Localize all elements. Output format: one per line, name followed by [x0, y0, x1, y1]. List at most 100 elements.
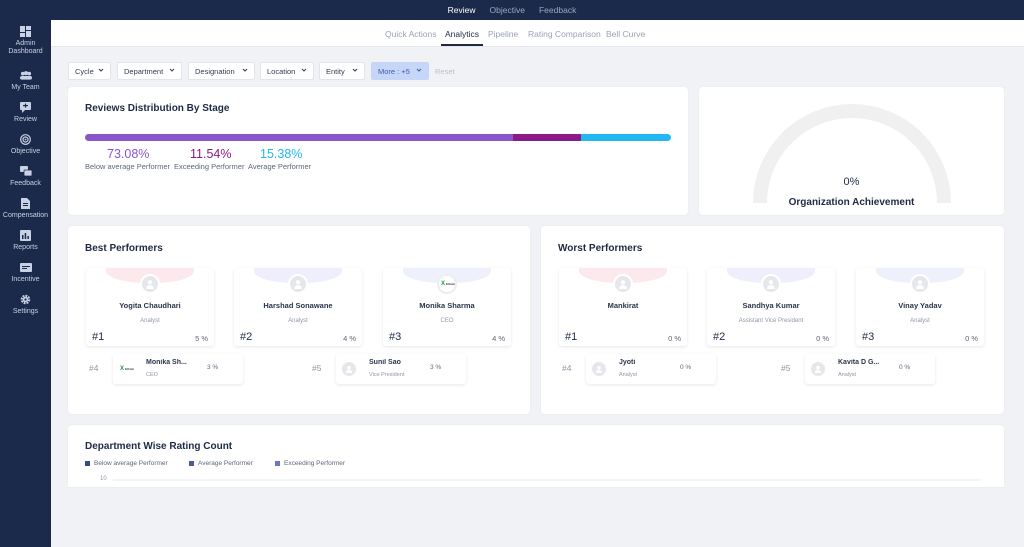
performer-role: Analyst: [288, 318, 308, 324]
chevron-down-icon: [416, 68, 422, 72]
target-icon: [20, 134, 32, 145]
user-icon: [288, 274, 308, 294]
top-tab-review[interactable]: Review: [447, 5, 476, 15]
top-tab-objective[interactable]: Objective: [489, 5, 525, 15]
performer-rank: #5: [781, 363, 791, 373]
performer-role: Analyst: [140, 318, 160, 324]
org-achievement-card: 0% Organization Achievement: [699, 87, 1004, 215]
sidebar-item-settings[interactable]: Settings: [0, 294, 51, 316]
sidebar: Admin Dashboard My Team Review Objective…: [0, 20, 51, 547]
filter-more[interactable]: More : +5: [371, 62, 429, 80]
legend-item[interactable]: Average Performer: [189, 460, 253, 467]
sidebar-item-feedback[interactable]: Feedback: [0, 166, 51, 188]
performer-role: Analyst: [910, 318, 930, 324]
performer-name: Sandhya Kumar: [742, 301, 800, 310]
legend-item[interactable]: Exceeding Performer: [275, 460, 345, 467]
sidebar-item-label: Feedback: [10, 180, 41, 187]
filter-location[interactable]: Location: [260, 62, 314, 80]
performer-card[interactable]: Sandhya Kumar Assistant Vice President #…: [707, 268, 835, 346]
stage-percent: 73.08%: [107, 147, 150, 161]
performer-row[interactable]: #4 Jyoti Analyst 0 %: [562, 354, 716, 384]
performer-score: 4 %: [492, 334, 505, 343]
performer-score: 0 %: [965, 334, 978, 343]
legend-swatch: [85, 461, 90, 466]
incentive-icon: [19, 262, 32, 273]
reviews-distribution-card: Reviews Distribution By Stage 73.08% Bel…: [68, 87, 688, 215]
stage-stat-below-average: 73.08% Below average Performer: [85, 147, 170, 171]
performer-name: Sunil Sao: [369, 359, 401, 366]
team-icon: [19, 70, 32, 81]
performer-card[interactable]: X Ethnic Monika Sharma CEO #3 4 %: [383, 268, 511, 346]
performer-row[interactable]: #5 Kavita D G... Analyst 0 %: [781, 354, 935, 384]
performer-rank: #1: [92, 331, 105, 343]
legend-label: Exceeding Performer: [284, 460, 346, 467]
performer-rank: #4: [89, 363, 99, 373]
performer-rank: #1: [565, 331, 578, 343]
performer-card[interactable]: Vinay Yadav Analyst #3 0 %: [856, 268, 984, 346]
performer-role: CEO: [146, 372, 158, 378]
performer-name: Monika Sharma: [419, 301, 475, 310]
filter-label: Entity: [326, 66, 345, 76]
top-tab-feedback[interactable]: Feedback: [538, 5, 577, 15]
sidebar-item-label: Objective: [10, 148, 41, 155]
performer-role: Analyst: [838, 372, 857, 378]
performer-card[interactable]: Yogita Chaudhari Analyst #1 5 %: [86, 268, 214, 346]
tab-bell-curve[interactable]: Bell Curve: [606, 29, 646, 39]
worst-performers-card: Worst Performers Mankirat #1 0 % Sandhya…: [541, 226, 1004, 414]
card-title: Reviews Distribution By Stage: [85, 103, 230, 114]
legend-swatch: [275, 461, 280, 466]
gear-icon: [20, 294, 32, 305]
tab-pipeline[interactable]: Pipeline: [488, 29, 519, 39]
performer-name: Jyoti: [619, 359, 636, 366]
filter-department[interactable]: Department: [117, 62, 182, 80]
user-icon: [140, 274, 160, 294]
tab-rating-comparison[interactable]: Rating Comparison: [528, 29, 601, 39]
reset-button[interactable]: Reset: [435, 67, 455, 76]
y-axis-tick: 10: [100, 476, 107, 482]
card-title: Best Performers: [85, 243, 163, 254]
performer-row[interactable]: #4 X Ethnic Monika Sh... CEO 3 %: [89, 354, 243, 384]
filter-label: Designation: [195, 66, 235, 76]
performer-card[interactable]: Harshad Sonawane Analyst #2 4 %: [234, 268, 362, 346]
legend-item[interactable]: Below average Performer: [85, 460, 168, 467]
stage-bar-segment-average: [580, 134, 671, 141]
performer-rank: #4: [562, 363, 572, 373]
sidebar-item-objective[interactable]: Objective: [0, 134, 51, 156]
sidebar-item-admin-dashboard[interactable]: Admin Dashboard: [0, 26, 51, 56]
legend-swatch: [189, 461, 194, 466]
user-icon: [613, 274, 633, 294]
tab-analytics[interactable]: Analytics: [440, 29, 484, 46]
sidebar-item-review[interactable]: Review: [0, 102, 51, 124]
user-icon: [811, 362, 825, 376]
sidebar-item-my-team[interactable]: My Team: [0, 70, 51, 92]
stage-label: Average Performer: [248, 162, 312, 171]
feedback-icon: [19, 166, 32, 177]
tab-quick-actions[interactable]: Quick Actions: [385, 29, 437, 39]
review-icon: [20, 102, 32, 113]
performer-score: 0 %: [668, 334, 681, 343]
sidebar-item-label: Review: [14, 116, 37, 123]
performer-role: CEO: [440, 318, 454, 324]
performer-row[interactable]: #5 Sunil Sao Vice President 3 %: [312, 354, 466, 384]
stage-distribution-bar: [85, 134, 671, 141]
performer-rank: #5: [312, 363, 322, 373]
performer-name: Vinay Yadav: [898, 301, 942, 310]
user-icon: [761, 274, 781, 294]
filter-designation[interactable]: Designation: [188, 62, 255, 80]
user-icon: [592, 362, 606, 376]
department-rating-card: Department Wise Rating Count 10: [68, 425, 1004, 487]
stage-label: Below average Performer: [85, 162, 171, 171]
sidebar-item-compensation[interactable]: Compensation: [0, 198, 51, 220]
performer-card[interactable]: Mankirat #1 0 %: [559, 268, 687, 346]
logo-text: Ethnic: [446, 281, 456, 286]
sidebar-item-incentive[interactable]: Incentive: [0, 262, 51, 284]
stage-bar-segment-below-average: [85, 134, 514, 141]
stage-percent: 15.38%: [260, 147, 303, 161]
filter-entity[interactable]: Entity: [319, 62, 365, 80]
chevron-down-icon: [242, 68, 248, 72]
filter-cycle[interactable]: Cycle: [68, 62, 111, 80]
performer-score: 4 %: [343, 334, 356, 343]
sub-tabs: Quick Actions Analytics Pipeline Rating …: [51, 20, 1024, 47]
sidebar-item-reports[interactable]: Reports: [0, 230, 51, 252]
filter-label: Location: [267, 66, 296, 76]
